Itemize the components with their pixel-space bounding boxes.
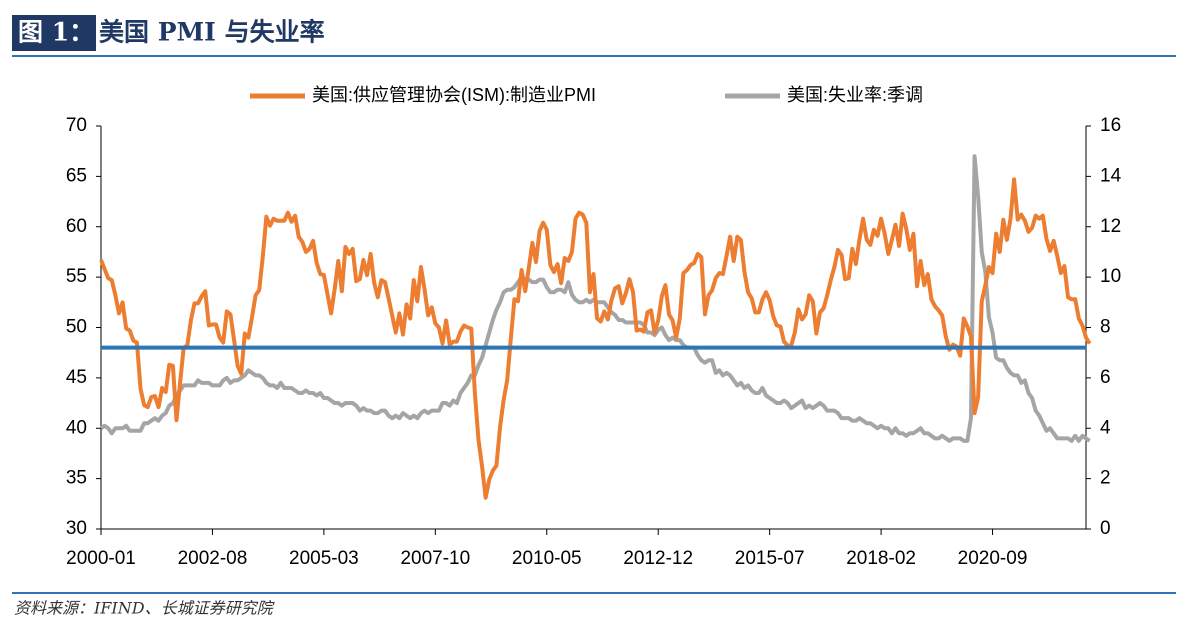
y2-tick-label: 10	[1100, 266, 1121, 287]
x-tick-label: 2007-10	[400, 548, 470, 569]
y2-tick-label: 16	[1100, 115, 1121, 136]
y2-tick-label: 8	[1100, 317, 1111, 338]
x-tick-label: 2000-01	[66, 548, 136, 569]
x-tick-label: 2018-02	[846, 548, 916, 569]
y-tick-label: 30	[66, 518, 87, 539]
x-tick-label: 2012-12	[623, 548, 693, 569]
series-line	[99, 177, 1092, 500]
y-tick-label: 35	[66, 468, 87, 489]
y2-tick-label: 2	[1100, 468, 1111, 489]
y2-tick-label: 6	[1100, 367, 1111, 388]
y-tick-label: 50	[66, 317, 87, 338]
y-tick-label: 70	[66, 115, 87, 136]
x-tick-label: 2002-08	[178, 548, 248, 569]
legend-label: 美国:供应管理协会(ISM):制造业PMI	[312, 85, 596, 105]
label-box	[12, 15, 96, 51]
y-tick-label: 45	[66, 367, 87, 388]
y-tick-label: 40	[66, 417, 87, 438]
source-note: 资料来源：IFIND、长城证券研究院	[14, 599, 276, 618]
y-tick-label: 55	[66, 266, 87, 287]
legend-label: 美国:失业率:季调	[787, 85, 923, 105]
y-tick-label: 60	[66, 216, 87, 237]
x-tick-label: 2005-03	[289, 548, 359, 569]
x-tick-label: 2015-07	[735, 548, 805, 569]
chart-title: 美国 PMI 与失业率	[99, 18, 325, 47]
figure-label: 图 1：	[18, 18, 94, 47]
y2-tick-label: 14	[1100, 165, 1122, 186]
x-tick-label: 2020-09	[958, 548, 1028, 569]
y2-tick-label: 0	[1100, 518, 1111, 539]
y2-tick-label: 12	[1100, 216, 1121, 237]
y-tick-label: 65	[66, 165, 87, 186]
x-tick-label: 2010-05	[512, 548, 582, 569]
y2-tick-label: 4	[1100, 417, 1111, 438]
